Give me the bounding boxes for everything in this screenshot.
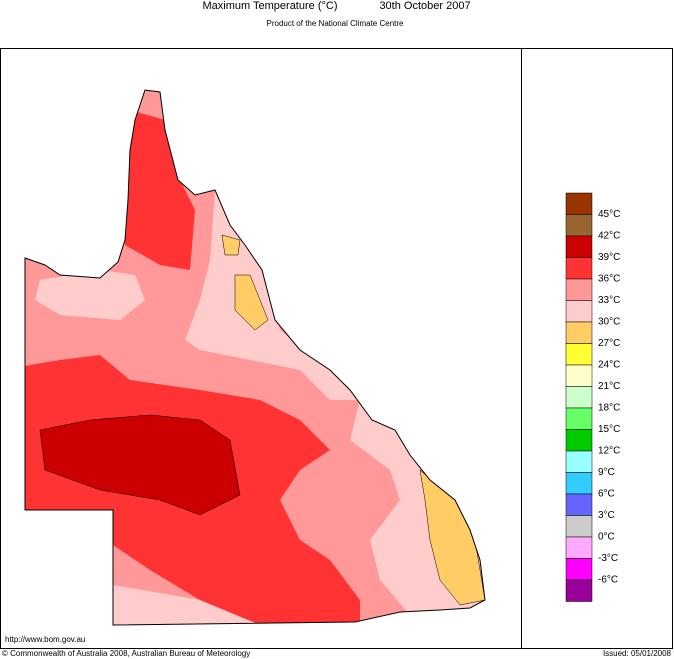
title: Maximum Temperature (°C): [202, 0, 337, 12]
legend-swatch: [565, 257, 593, 280]
legend-label: 45°C: [598, 209, 620, 220]
legend-label: 18°C: [598, 403, 620, 414]
issued: Issued: 05/01/2008: [603, 649, 672, 658]
legend-label: 30°C: [598, 317, 620, 328]
frame: [0, 48, 673, 649]
legend-swatch: [565, 493, 593, 516]
legend-label: 39°C: [598, 252, 620, 263]
legend: 45°C 42°C 39°C 36°C 33°C 30°C 27°C 24°C 21°C 18°C…: [565, 192, 620, 602]
legend-label: 24°C: [598, 360, 620, 371]
legend-swatch: [565, 450, 593, 473]
legend-label: 15°C: [598, 424, 620, 435]
legend-label: 21°C: [598, 381, 620, 392]
legend-label: 3°C: [598, 510, 615, 521]
legend-swatch: [565, 278, 593, 301]
subtitle: Product of the National Climate Centre: [267, 19, 405, 28]
copyright: © Commonwealth of Australia 2008, Austra…: [2, 649, 250, 658]
legend-swatch: [565, 192, 593, 215]
legend-label: 33°C: [598, 295, 620, 306]
legend-swatch: [565, 558, 593, 581]
legend-label: 12°C: [598, 446, 620, 457]
legend-swatch: [565, 407, 593, 430]
legend-label: -3°C: [598, 553, 618, 564]
legend-label: 27°C: [598, 338, 620, 349]
legend-swatch: [565, 214, 593, 237]
legend-swatch: [565, 429, 593, 452]
legend-label: 36°C: [598, 274, 620, 285]
legend-swatch: [565, 235, 593, 258]
legend-swatch: [565, 300, 593, 323]
legend-swatch: [565, 579, 593, 602]
legend-label: 0°C: [598, 532, 615, 543]
legend-label: -6°C: [598, 575, 618, 586]
legend-label: 42°C: [598, 231, 620, 242]
legend-swatch: [565, 472, 593, 495]
url: http://www.bom.gov.au: [5, 635, 85, 644]
date: 30th October 2007: [379, 0, 470, 12]
legend-swatch: [565, 536, 593, 559]
state-outline: [24, 89, 486, 626]
legend-swatch: [565, 321, 593, 344]
legend-label: 9°C: [598, 467, 615, 478]
legend-swatch: [565, 343, 593, 366]
legend-swatch: [565, 386, 593, 409]
legend-label: 6°C: [598, 489, 615, 500]
legend-swatch: [565, 364, 593, 387]
legend-swatch: [565, 515, 593, 538]
temperature-map: [25, 90, 485, 625]
